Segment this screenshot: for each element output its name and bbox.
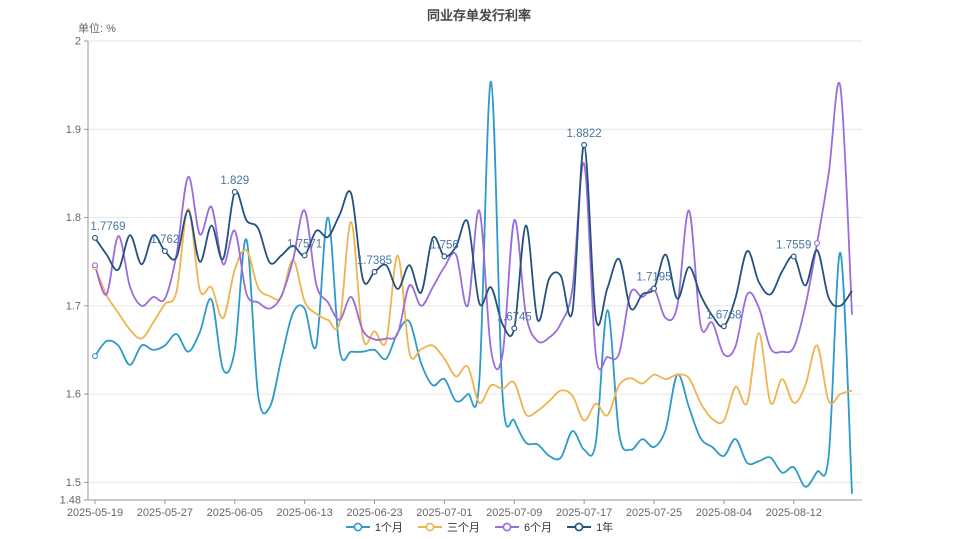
- data-point-label: 1.6745: [497, 311, 532, 323]
- data-point-marker: [511, 325, 518, 332]
- data-point-marker: [301, 252, 308, 259]
- data-point-marker: [92, 262, 98, 269]
- y-axis-label: 1.7: [66, 300, 81, 312]
- legend: 1个月 三个月 6个月 1年: [0, 519, 958, 535]
- y-axis-label: 2: [75, 36, 81, 48]
- data-point-label: 1.8822: [567, 128, 602, 140]
- x-axis-label: 2025-07-01: [416, 507, 472, 519]
- x-axis-label: 2025-05-27: [137, 507, 193, 519]
- data-point-marker: [441, 253, 448, 260]
- series-line-6个月: [94, 82, 853, 371]
- data-point-marker: [814, 240, 821, 247]
- legend-item-1y[interactable]: 1年: [566, 519, 613, 535]
- data-point-label: 1.7385: [357, 255, 392, 267]
- x-axis-label: 2025-05-19: [67, 507, 123, 519]
- line-circle-icon: [567, 522, 592, 532]
- x-axis-label: 2025-08-04: [696, 507, 752, 519]
- legend-label: 1个月: [374, 522, 403, 534]
- data-point-label: 1.7571: [287, 238, 322, 250]
- y-axis-label: 1.48: [60, 495, 81, 507]
- x-axis-label: 2025-06-13: [276, 507, 332, 519]
- data-point-label: 1.7559: [776, 239, 811, 251]
- series-line-1年: [94, 144, 853, 338]
- data-point-label: 1.756: [430, 239, 459, 251]
- data-point-marker: [231, 188, 238, 195]
- data-point-marker: [92, 234, 98, 241]
- x-axis-label: 2025-07-17: [556, 507, 612, 519]
- data-point-marker: [651, 285, 657, 292]
- series-line-三个月: [94, 207, 853, 425]
- x-axis-label: 2025-08-12: [766, 507, 822, 519]
- legend-label: 1年: [596, 522, 614, 534]
- data-point-marker: [790, 253, 797, 260]
- data-point-marker: [92, 353, 98, 360]
- y-axis-label: 1.9: [66, 124, 81, 136]
- data-point-marker: [371, 268, 378, 275]
- data-point-label: 1.7195: [636, 272, 671, 284]
- data-point-marker: [581, 142, 588, 148]
- data-point-label: 1.762: [150, 234, 179, 246]
- x-axis-label: 2025-06-05: [207, 507, 263, 519]
- legend-item-6m[interactable]: 6个月: [494, 519, 552, 535]
- data-point-marker: [161, 248, 168, 255]
- data-point-label: 1.829: [220, 175, 249, 187]
- legend-item-1m[interactable]: 1个月: [345, 519, 403, 535]
- line-circle-icon: [417, 522, 442, 532]
- data-point-label: 1.6768: [706, 309, 741, 321]
- y-axis-label: 1.6: [66, 389, 81, 401]
- y-axis-label: 1.8: [66, 212, 81, 224]
- data-point-marker: [720, 323, 727, 330]
- chart-title: 同业存单发行利率: [426, 8, 531, 23]
- x-axis-label: 2025-07-09: [486, 507, 542, 519]
- legend-label: 6个月: [523, 522, 553, 534]
- legend-item-3m[interactable]: 三个月: [417, 519, 480, 535]
- line-circle-icon: [345, 522, 370, 532]
- line-circle-icon: [494, 522, 519, 532]
- legend-label: 三个月: [446, 522, 480, 534]
- unit-label: 单位: %: [78, 23, 116, 35]
- data-point-label: 1.7769: [90, 221, 125, 233]
- y-axis-label: 1.5: [66, 477, 81, 489]
- x-axis-label: 2025-07-25: [626, 507, 682, 519]
- x-axis-label: 2025-06-23: [346, 507, 402, 519]
